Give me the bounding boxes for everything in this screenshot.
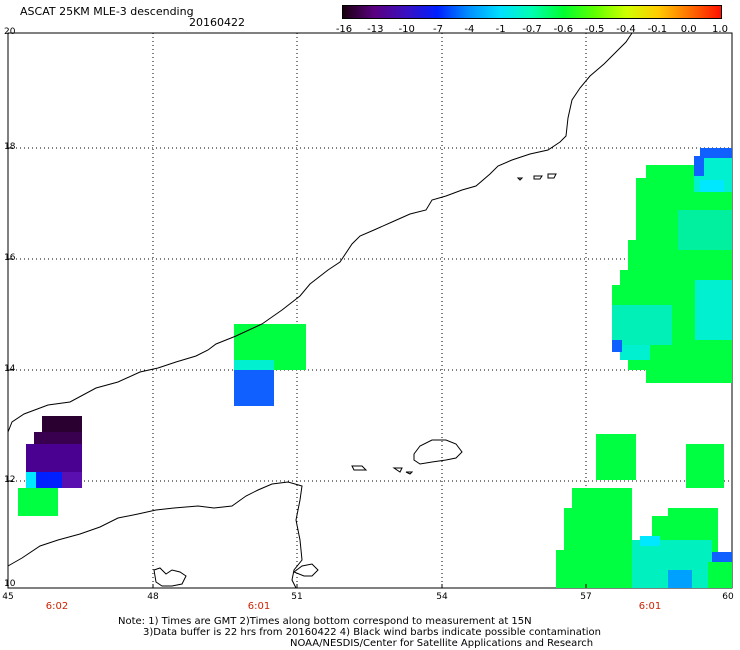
colorbar-tick-label: -0.1 bbox=[647, 24, 668, 35]
lon-label-57: 57 bbox=[580, 592, 592, 602]
colorbar-tick-label: -0.7 bbox=[522, 24, 542, 35]
footnote-line-1: Note: 1) Times are GMT 2)Times along bot… bbox=[118, 616, 532, 627]
footnote-line-3: NOAA/NESDIS/Center for Satellite Applica… bbox=[290, 638, 594, 649]
lat-label-10: 10 bbox=[4, 579, 16, 589]
lat-label-12: 12 bbox=[4, 475, 16, 485]
lat-label-20: 20 bbox=[4, 27, 16, 37]
wind-cells-east-upper bbox=[612, 148, 732, 383]
colorbar-tick-label: -16 bbox=[335, 24, 353, 35]
footnote-line-2: 3)Data buffer is 22 hrs from 20160422 4)… bbox=[143, 627, 601, 638]
lon-label-45: 45 bbox=[2, 592, 14, 602]
wind-cells-west bbox=[18, 416, 82, 516]
lon-label-60: 60 bbox=[722, 592, 734, 602]
lon-label-48: 48 bbox=[147, 592, 159, 602]
lat-label-14: 14 bbox=[4, 364, 16, 374]
time-label-west: 6:02 bbox=[45, 601, 69, 612]
lon-label-51: 51 bbox=[291, 592, 303, 602]
lon-label-54: 54 bbox=[436, 592, 448, 602]
time-label-central: 6:01 bbox=[247, 601, 271, 612]
colorbar-tick-label: -0.6 bbox=[553, 24, 574, 35]
colorbar-tick-label: -7 bbox=[433, 24, 443, 35]
colorbar-tick-label: 1.0 bbox=[712, 24, 728, 35]
wind-cells-east-lower bbox=[556, 434, 732, 588]
colorbar-tick-label: -0.5 bbox=[584, 24, 605, 35]
gridlines bbox=[8, 33, 732, 588]
colorbar-tick-label: -4 bbox=[464, 24, 475, 35]
time-label-east: 6:01 bbox=[638, 601, 662, 612]
map-date: 20160422 bbox=[189, 16, 245, 29]
coastline bbox=[7, 32, 633, 589]
colorbar bbox=[342, 5, 722, 19]
colorbar-tick-label: -10 bbox=[398, 24, 415, 35]
lat-label-16: 16 bbox=[4, 253, 16, 263]
colorbar-tick-label: -0.4 bbox=[616, 24, 636, 35]
colorbar-tick-label: -1 bbox=[495, 24, 506, 35]
colorbar-tick-label: 0.0 bbox=[680, 24, 697, 35]
map-title: ASCAT 25KM MLE-3 descending bbox=[20, 5, 194, 18]
axis-ticks bbox=[8, 147, 587, 588]
lat-label-18: 18 bbox=[4, 142, 16, 152]
colorbar-tick-label: -13 bbox=[367, 24, 384, 35]
